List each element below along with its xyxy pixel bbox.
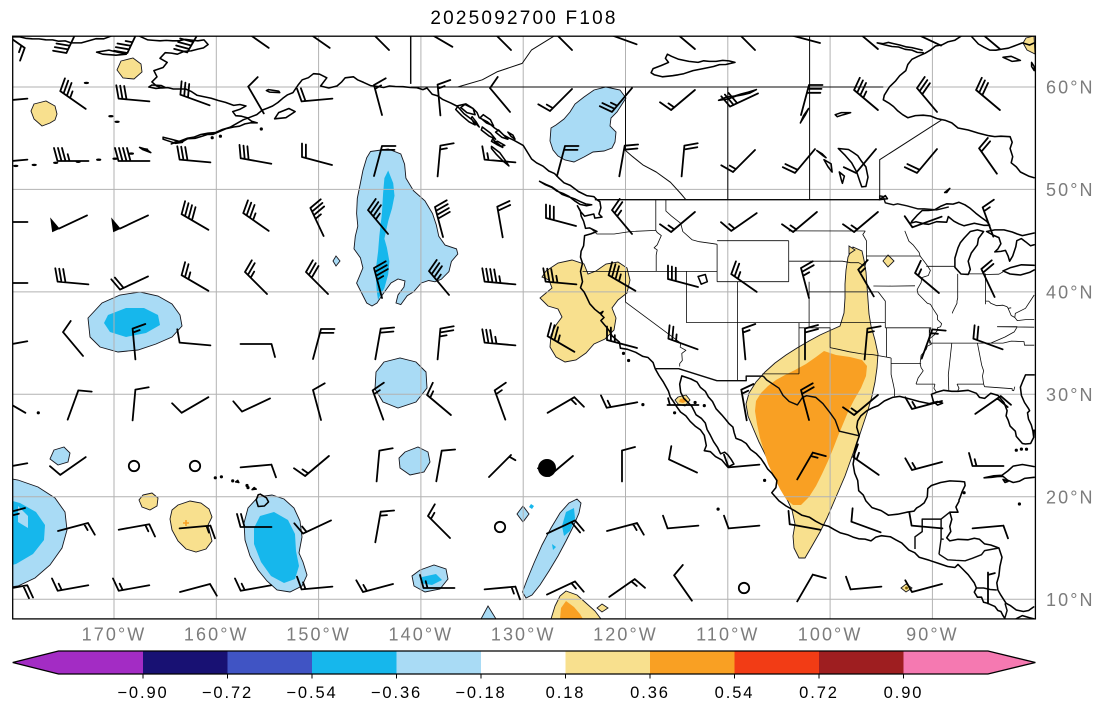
svg-text:−0.18: −0.18 [455, 684, 506, 702]
svg-text:−0.54: −0.54 [286, 684, 337, 702]
svg-text:150°W: 150°W [286, 625, 351, 645]
svg-text:0.72: 0.72 [799, 684, 839, 702]
svg-text:30°N: 30°N [1046, 385, 1095, 405]
svg-text:0.54: 0.54 [715, 684, 755, 702]
svg-text:120°W: 120°W [593, 625, 658, 645]
svg-text:90°W: 90°W [906, 625, 959, 645]
svg-text:10°N: 10°N [1046, 590, 1095, 610]
svg-text:110°W: 110°W [696, 625, 759, 645]
svg-text:50°N: 50°N [1046, 180, 1095, 200]
svg-text:−0.90: −0.90 [117, 684, 168, 702]
svg-text:0.18: 0.18 [546, 684, 586, 702]
svg-text:40°N: 40°N [1046, 282, 1095, 302]
svg-text:0.90: 0.90 [884, 684, 924, 702]
svg-text:−0.36: −0.36 [371, 684, 422, 702]
svg-text:170°W: 170°W [82, 625, 147, 645]
svg-text:0.36: 0.36 [630, 684, 670, 702]
svg-text:20°N: 20°N [1046, 487, 1095, 507]
svg-text:140°W: 140°W [389, 625, 454, 645]
svg-text:−0.72: −0.72 [202, 684, 253, 702]
svg-text:130°W: 130°W [491, 625, 556, 645]
svg-text:100°W: 100°W [798, 625, 863, 645]
svg-text:60°N: 60°N [1046, 78, 1095, 98]
svg-text:160°W: 160°W [184, 625, 249, 645]
svg-text:2025092700 F108: 2025092700 F108 [430, 8, 617, 29]
